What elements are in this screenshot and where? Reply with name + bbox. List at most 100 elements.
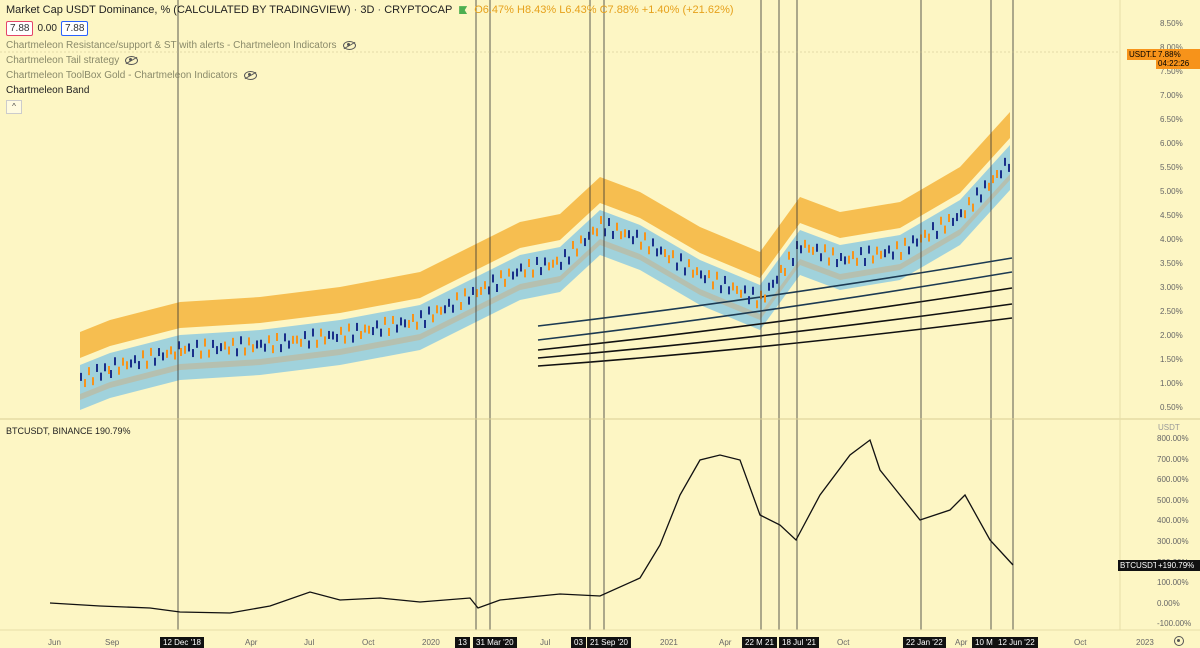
price-candle bbox=[560, 261, 562, 270]
price-candle bbox=[110, 369, 112, 378]
price-candle bbox=[736, 285, 738, 294]
price-tick-label: 7.50% bbox=[1160, 67, 1183, 76]
price-candle bbox=[712, 281, 714, 290]
time-tick-label: 2023 bbox=[1136, 638, 1154, 647]
price-candle bbox=[84, 379, 86, 388]
price-candle bbox=[960, 209, 962, 218]
price-candle bbox=[600, 216, 602, 225]
flag-icon[interactable] bbox=[459, 6, 468, 15]
price-candle bbox=[96, 363, 98, 372]
price-candle bbox=[296, 335, 298, 344]
sell-price-box[interactable]: 7.88 bbox=[6, 21, 34, 36]
price-candle bbox=[158, 348, 160, 357]
price-candle bbox=[568, 256, 570, 265]
price-tick-label: 1.50% bbox=[1160, 355, 1183, 364]
date-marker-tag: 22 M bbox=[742, 637, 766, 648]
time-tick-label: Apr bbox=[719, 638, 732, 647]
price-candle bbox=[500, 270, 502, 279]
moving-average-line bbox=[537, 287, 1013, 351]
price-candle bbox=[92, 377, 94, 386]
price-candle bbox=[1000, 170, 1002, 179]
price-tick-label: 5.00% bbox=[1160, 187, 1183, 196]
price-candle bbox=[788, 251, 790, 260]
price-candle bbox=[264, 343, 266, 352]
collapse-legend-button[interactable]: ^ bbox=[6, 100, 22, 114]
price-candle bbox=[316, 339, 318, 348]
date-marker-tag: 13 bbox=[455, 637, 470, 648]
indicator-label: Chartmeleon Tail strategy bbox=[6, 55, 120, 66]
price-candle bbox=[548, 262, 550, 271]
price-candle bbox=[632, 236, 634, 245]
price-candle bbox=[952, 217, 954, 226]
price-candle bbox=[672, 250, 674, 259]
price-candle bbox=[732, 282, 734, 291]
price-candle bbox=[166, 349, 168, 358]
price-candle bbox=[648, 246, 650, 255]
btc-legend[interactable]: BTCUSDT, BINANCE 190.79% bbox=[6, 426, 131, 436]
price-tick-label: 3.50% bbox=[1160, 259, 1183, 268]
buy-price-box[interactable]: 7.88 bbox=[60, 21, 89, 36]
price-candle bbox=[684, 267, 686, 276]
price-candle bbox=[174, 351, 176, 360]
price-candle bbox=[232, 337, 234, 346]
price-candle bbox=[608, 218, 610, 227]
vertical-marker-lines bbox=[177, 0, 1014, 630]
price-candle bbox=[848, 255, 850, 264]
eye-hidden-icon[interactable] bbox=[243, 71, 257, 80]
price-candle bbox=[276, 333, 278, 342]
price-candle bbox=[964, 210, 966, 219]
price-candle bbox=[576, 248, 578, 257]
price-candle bbox=[504, 278, 506, 287]
price-candle bbox=[812, 246, 814, 255]
price-candle bbox=[656, 248, 658, 257]
indicator-row-band[interactable]: Chartmeleon Band bbox=[6, 85, 89, 96]
price-candle bbox=[184, 345, 186, 354]
price-candle bbox=[236, 348, 238, 357]
symbol-legend[interactable]: Market Cap USDT Dominance, % (CALCULATED… bbox=[6, 4, 734, 16]
price-candle bbox=[944, 225, 946, 234]
price-candle bbox=[544, 257, 546, 266]
settings-gear-icon[interactable] bbox=[1174, 636, 1184, 646]
price-candle bbox=[792, 257, 794, 266]
price-candle bbox=[948, 214, 950, 223]
price-candle bbox=[832, 247, 834, 256]
price-candle bbox=[400, 317, 402, 326]
price-candle bbox=[700, 270, 702, 279]
price-candle bbox=[592, 226, 594, 235]
price-candle bbox=[162, 352, 164, 361]
price-candle bbox=[180, 347, 182, 356]
percent-tick-label: 300.00% bbox=[1157, 537, 1189, 546]
price-candle bbox=[740, 289, 742, 298]
price-candle bbox=[138, 361, 140, 370]
price-candle bbox=[908, 246, 910, 255]
price-candle bbox=[932, 222, 934, 231]
price-candle bbox=[304, 331, 306, 340]
price-candle bbox=[820, 253, 822, 262]
price-candle bbox=[676, 262, 678, 271]
price-tick-label: 2.00% bbox=[1160, 331, 1183, 340]
indicator-row-toolbox[interactable]: Chartmeleon ToolBox Gold - Chartmeleon I… bbox=[6, 70, 257, 81]
price-candle bbox=[696, 267, 698, 276]
price-candle bbox=[312, 328, 314, 337]
price-candle bbox=[420, 310, 422, 319]
price-candle bbox=[644, 232, 646, 241]
time-tick-label: Apr bbox=[245, 638, 258, 647]
price-candle bbox=[540, 267, 542, 276]
btc-price-tag: +190.79% bbox=[1156, 560, 1200, 571]
price-candle bbox=[624, 229, 626, 238]
price-candle bbox=[936, 230, 938, 239]
price-candle bbox=[256, 340, 258, 349]
indicator-row-tail[interactable]: Chartmeleon Tail strategy bbox=[6, 55, 139, 66]
price-candle bbox=[816, 243, 818, 252]
price-candle bbox=[336, 333, 338, 342]
eye-hidden-icon[interactable] bbox=[342, 41, 356, 50]
price-candle bbox=[134, 355, 136, 364]
price-candle bbox=[108, 366, 110, 375]
price-candle bbox=[328, 330, 330, 339]
percent-tick-label: 0.00% bbox=[1157, 598, 1180, 608]
indicator-row-resistance[interactable]: Chartmeleon Resistance/support & ST with… bbox=[6, 40, 356, 51]
eye-hidden-icon[interactable] bbox=[125, 56, 139, 65]
price-candle bbox=[424, 319, 426, 328]
price-candle bbox=[204, 338, 206, 347]
